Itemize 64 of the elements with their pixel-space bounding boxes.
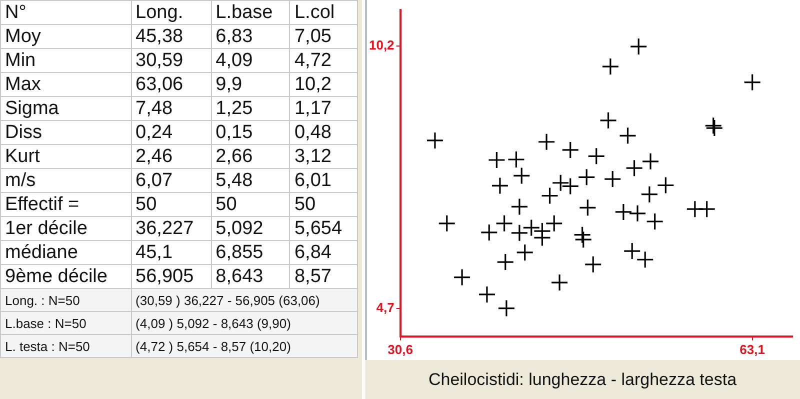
text: Effectif = 50 50 50 xyxy=(5,194,316,214)
point xyxy=(538,133,556,151)
point xyxy=(584,256,602,274)
point xyxy=(545,214,563,232)
point xyxy=(540,186,559,205)
point xyxy=(498,299,516,318)
point xyxy=(562,177,580,196)
text: Long. : N=50 (30,59 ) 36,227 - 56,905 (63,06) xyxy=(5,292,320,308)
point xyxy=(588,147,606,165)
point xyxy=(453,268,471,286)
text: L. testa : N=50 (4,72 ) 5,654 - 8,57 (10,20) xyxy=(5,338,291,354)
point xyxy=(550,274,568,292)
point xyxy=(438,214,456,232)
x-tick-label: 63,1 xyxy=(740,342,765,357)
text: Diss 0,24 0,15 0,48 xyxy=(5,122,332,142)
point xyxy=(640,186,658,204)
text: Sigma 7,48 1,25 1,17 xyxy=(5,98,332,118)
point xyxy=(510,224,528,242)
point xyxy=(507,150,525,168)
point xyxy=(744,73,762,92)
point xyxy=(602,58,620,76)
text: médiane 45,1 6,855 6,84 xyxy=(5,242,332,262)
point xyxy=(573,226,592,244)
point xyxy=(491,176,509,195)
text: Min 30,59 4,09 4,72 xyxy=(5,50,332,70)
point xyxy=(604,170,622,188)
text: N° Long. L.base L.col xyxy=(5,2,335,22)
point xyxy=(646,212,664,230)
text: Max 63,06 9,9 10,2 xyxy=(5,74,332,94)
y-tick-label: 10,2 xyxy=(368,38,394,53)
text: L.base : N=50 (4,09 ) 5,092 - 8,643 (9,90) xyxy=(5,316,291,330)
y-tick-label: 4,7 xyxy=(376,300,394,315)
point xyxy=(478,286,496,304)
point xyxy=(426,132,444,150)
point xyxy=(599,112,618,130)
point xyxy=(623,242,641,260)
point xyxy=(510,198,528,216)
text: Kurt 2,46 2,66 3,12 xyxy=(5,146,332,166)
text: m/s 6,07 5,48 6,01 xyxy=(5,170,332,190)
text: 9ème décile 56,905 8,643 8,57 xyxy=(5,266,332,286)
point xyxy=(656,176,674,194)
text: 1er décile 36,227 5,092 5,654 xyxy=(5,218,342,238)
point xyxy=(574,230,592,248)
point xyxy=(578,168,596,186)
point xyxy=(488,151,506,169)
point xyxy=(516,244,534,262)
point xyxy=(642,152,660,170)
point xyxy=(562,141,580,159)
point xyxy=(495,214,514,232)
point xyxy=(618,126,637,144)
point xyxy=(578,198,596,216)
text: Cheilocistidi: lunghezza - larghezza testa xyxy=(365,360,800,399)
point xyxy=(552,174,570,192)
point xyxy=(698,200,716,218)
point xyxy=(512,166,530,185)
point xyxy=(628,204,646,222)
text: Moy 45,38 6,83 7,05 xyxy=(5,26,332,46)
point xyxy=(630,38,648,56)
point xyxy=(614,203,632,221)
point xyxy=(625,159,644,177)
point xyxy=(480,224,498,242)
point xyxy=(636,250,654,268)
point xyxy=(496,253,514,271)
x-tick-label: 30,6 xyxy=(388,342,413,357)
